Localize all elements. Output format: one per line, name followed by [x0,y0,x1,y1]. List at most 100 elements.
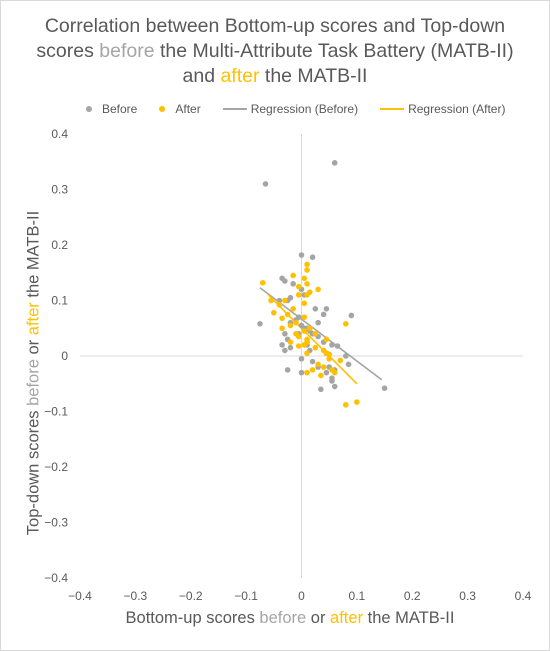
data-point-after [337,357,344,364]
data-points [257,160,388,408]
xlabel-part2: or [306,609,331,627]
data-point-after [259,279,266,286]
data-point-after [304,261,310,268]
data-point-before [282,347,288,354]
data-point-after [304,369,310,376]
legend-line-regression-after [380,108,405,110]
data-point-after [312,331,319,337]
y-tick-label: 0.2 [51,238,68,252]
data-point-after [301,342,308,348]
data-point-after [301,328,308,334]
data-point-after [293,319,299,326]
data-point-before [318,386,324,393]
title-part2: the Multi-Attribute Task Battery (MATB-I… [154,40,514,87]
x-tick-label: −0.2 [179,589,203,603]
x-tick-label: 0.2 [404,589,421,603]
data-point-before [276,297,283,304]
y-tick-label: −0.3 [44,516,68,530]
data-point-after [326,351,332,358]
legend-marker-after [159,106,166,112]
ylabel-part2: or [24,335,43,360]
title-part3: the MATB-II [259,65,368,87]
data-point-after [326,355,332,362]
data-point-before [287,344,294,351]
data-point-before [284,367,291,373]
data-point-after [271,309,277,316]
data-point-before [312,306,319,312]
xlabel-after-word: after [330,609,364,627]
data-point-after [343,321,349,327]
title-before-word: before [99,40,155,62]
tick-labels: −0.4 −0.3 −0.2 −0.1 0 0.1 0.2 0.3 0.4 0.4 0.3 0.2 0.… [44,127,531,603]
data-point-after [343,402,349,408]
data-point-before [329,378,335,384]
regression-line-after [267,294,358,385]
data-point-before [309,254,316,261]
legend-label-regression-after: Regression (After) [408,102,506,116]
data-point-before [323,369,330,376]
x-tick-label: −0.3 [124,589,148,603]
data-point-after [331,369,338,376]
data-point-after [315,361,321,368]
data-point-after [295,292,302,298]
data-point-after [279,325,285,332]
data-point-before [298,369,305,376]
data-point-before [309,358,316,365]
y-tick-label: −0.1 [44,405,68,419]
legend-item-regression-before: Regression (Before) [222,102,359,116]
data-point-after [284,311,291,318]
data-point-after [282,297,288,304]
data-point-before [298,252,305,258]
y-tick-label: 0.1 [51,294,68,308]
ylabel-part3: the MATB-II [24,210,43,303]
data-point-after [301,314,308,320]
data-point-before [348,312,355,319]
data-point-before [381,385,388,391]
title-after-word: after [220,65,260,87]
data-point-after [295,333,302,340]
y-tick-label: 0 [61,349,68,363]
legend-label-after: After [175,102,201,116]
xlabel-part3: the MATB-II [363,609,455,627]
data-point-after [304,292,310,298]
legend-item-before: Before [86,102,137,116]
data-point-before [323,306,330,312]
y-axis-title: Top-down scores before or after the MATB… [25,173,44,573]
y-tick-label: −0.4 [44,571,68,585]
data-point-before [282,278,288,284]
legend-label-regression-before: Regression (Before) [250,102,359,116]
data-point-before [334,343,341,349]
data-point-before [262,181,269,187]
y-tick-label: −0.2 [44,460,68,474]
data-point-after [287,339,294,345]
data-point-after [276,302,283,308]
data-point-after [312,344,319,351]
legend-item-after: After [159,102,201,116]
data-point-after [279,315,285,322]
ylabel-before-word: before [24,359,43,406]
ylabel-part1: Top-down scores [24,405,43,536]
xlabel-part1: Bottom-up scores [125,609,260,627]
x-tick-label: 0 [298,589,305,603]
chart-legend: Before After Regression (Before) Regress… [86,100,527,118]
data-point-after [307,325,313,332]
data-point-after [323,336,330,343]
x-axis-title: Bottom-up scores before or after the MAT… [90,609,490,628]
data-point-after [295,283,302,290]
x-tick-label: −0.1 [234,589,258,603]
data-point-before [279,342,285,348]
data-point-after [287,322,294,329]
data-point-before [320,311,327,318]
legend-line-regression-before [222,108,247,110]
data-point-after [320,364,327,370]
data-point-after [290,272,296,279]
data-point-after [268,297,274,304]
x-tick-label: 0.3 [459,589,476,603]
data-point-after [295,343,302,349]
data-point-before [343,353,349,359]
chart-title: Correlation between Bottom-up scores and… [20,14,530,89]
data-point-before [257,321,263,327]
data-point-before [290,281,296,287]
data-point-after [301,300,308,307]
